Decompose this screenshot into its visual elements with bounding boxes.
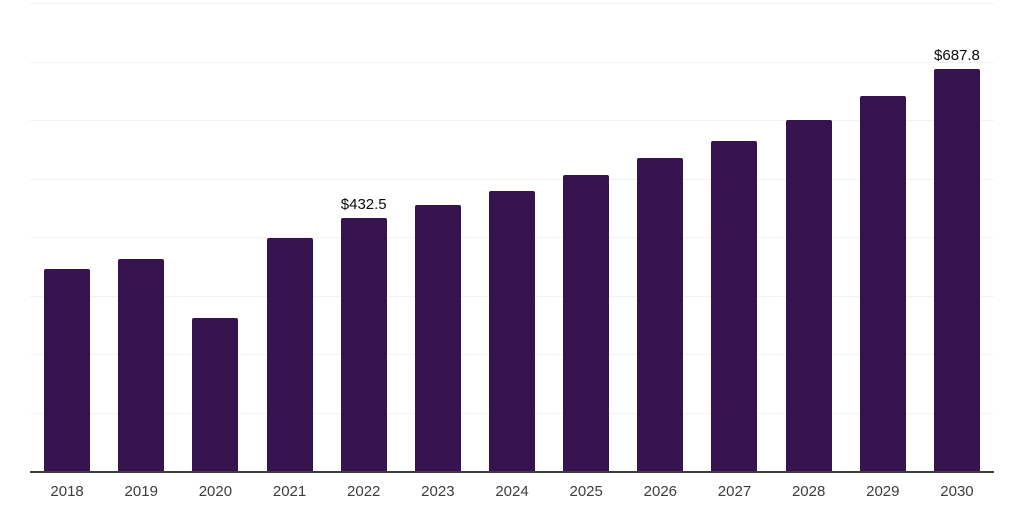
bar-2030 bbox=[933, 68, 980, 471]
x-tick-2023: 2023 bbox=[421, 483, 455, 500]
bar-group-2019 bbox=[104, 3, 178, 471]
bar-2023 bbox=[414, 205, 461, 471]
bar-2025 bbox=[563, 175, 610, 471]
bar-2029 bbox=[859, 96, 906, 471]
x-tick-2020: 2020 bbox=[198, 483, 233, 500]
bar-group-2020 bbox=[178, 3, 252, 471]
bar-2024 bbox=[489, 191, 536, 471]
gridline-800 bbox=[30, 3, 994, 4]
bar-2022 bbox=[340, 218, 387, 471]
bar-2027 bbox=[711, 141, 758, 471]
plot-area: $432.5 $687.8 bbox=[30, 3, 994, 473]
gridline-500 bbox=[30, 178, 994, 180]
bars-row: $432.5 $687.8 bbox=[30, 3, 994, 471]
x-tick-2024: 2024 bbox=[495, 483, 529, 500]
bar-value-label-2022: $432.5 bbox=[340, 196, 387, 213]
x-tick-2027: 2027 bbox=[717, 483, 752, 500]
bar-group-2024 bbox=[475, 3, 549, 471]
bar-2028 bbox=[785, 119, 832, 471]
bar-group-2021 bbox=[252, 3, 326, 471]
x-axis-tick-labels: 2018 2019 2020 2021 2022 2023 2024 2025 2026 2027… bbox=[30, 482, 994, 501]
x-tick-2028: 2028 bbox=[791, 483, 826, 500]
bar-group-2029 bbox=[846, 3, 920, 471]
bar-2021 bbox=[266, 237, 313, 471]
bar-group-2025 bbox=[549, 3, 623, 471]
bar-group-2028 bbox=[772, 3, 846, 471]
bar-group-2022: $432.5 bbox=[327, 3, 401, 471]
bar-group-2027 bbox=[697, 3, 771, 471]
x-tick-2022: 2022 bbox=[347, 483, 381, 500]
bar-2026 bbox=[637, 158, 684, 471]
x-tick-2026: 2026 bbox=[643, 483, 678, 500]
x-tick-2019: 2019 bbox=[124, 483, 158, 500]
x-tick-2030: 2030 bbox=[940, 483, 974, 500]
x-tick-2021: 2021 bbox=[272, 483, 307, 500]
x-tick-2018: 2018 bbox=[50, 483, 84, 500]
x-tick-2025: 2025 bbox=[569, 483, 603, 500]
bar-2019 bbox=[118, 258, 165, 471]
bar-group-2026 bbox=[623, 3, 697, 471]
bar-2018 bbox=[44, 269, 91, 471]
bar-2020 bbox=[192, 317, 239, 471]
gridline-600 bbox=[30, 120, 994, 121]
bar-value-label-2030: $687.8 bbox=[934, 46, 980, 64]
gridline-700 bbox=[30, 61, 994, 63]
bar-group-2018 bbox=[30, 3, 104, 471]
x-tick-2029: 2029 bbox=[866, 483, 900, 500]
bar-group-2030: $687.8 bbox=[920, 3, 994, 471]
bar-group-2023 bbox=[401, 3, 475, 471]
